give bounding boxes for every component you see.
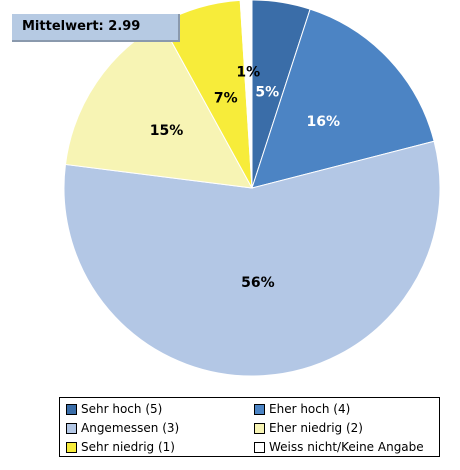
legend-label: Sehr niedrig (1) [81,440,175,454]
pie-slice [63,140,441,377]
slice-data-label: 1% [236,65,260,81]
chart-legend: Sehr hoch (5) Eher hoch (4) Angemessen (… [59,397,440,457]
legend-label: Sehr hoch (5) [81,402,163,416]
legend-item-sehr-hoch: Sehr hoch (5) [66,402,162,416]
legend-label: Weiss nicht/Keine Angabe [269,440,424,454]
slice-data-label: 7% [214,91,238,107]
legend-item-angemessen: Angemessen (3) [66,421,179,435]
legend-swatch [254,403,265,415]
legend-item-sehr-niedrig: Sehr niedrig (1) [66,440,175,454]
legend-item-eher-hoch: Eher hoch (4) [254,402,350,416]
slice-data-label: 16% [307,114,341,130]
slice-data-label: 56% [241,275,275,291]
legend-item-keine-angabe: Weiss nicht/Keine Angabe [254,440,424,454]
legend-swatch [254,422,265,434]
slice-data-label: 15% [150,123,184,139]
legend-item-eher-niedrig: Eher niedrig (2) [254,421,363,435]
legend-label: Eher niedrig (2) [269,421,363,435]
slice-data-label: 5% [255,84,279,100]
legend-swatch [66,441,77,453]
mean-value-badge: Mittelwert: 2.99 [12,14,180,42]
pie-slice [239,0,253,189]
legend-swatch [66,422,77,434]
legend-swatch [66,403,77,415]
legend-label: Angemessen (3) [81,421,180,435]
legend-label: Eher hoch (4) [269,402,351,416]
pie-slice [251,8,435,189]
legend-swatch [254,441,265,453]
